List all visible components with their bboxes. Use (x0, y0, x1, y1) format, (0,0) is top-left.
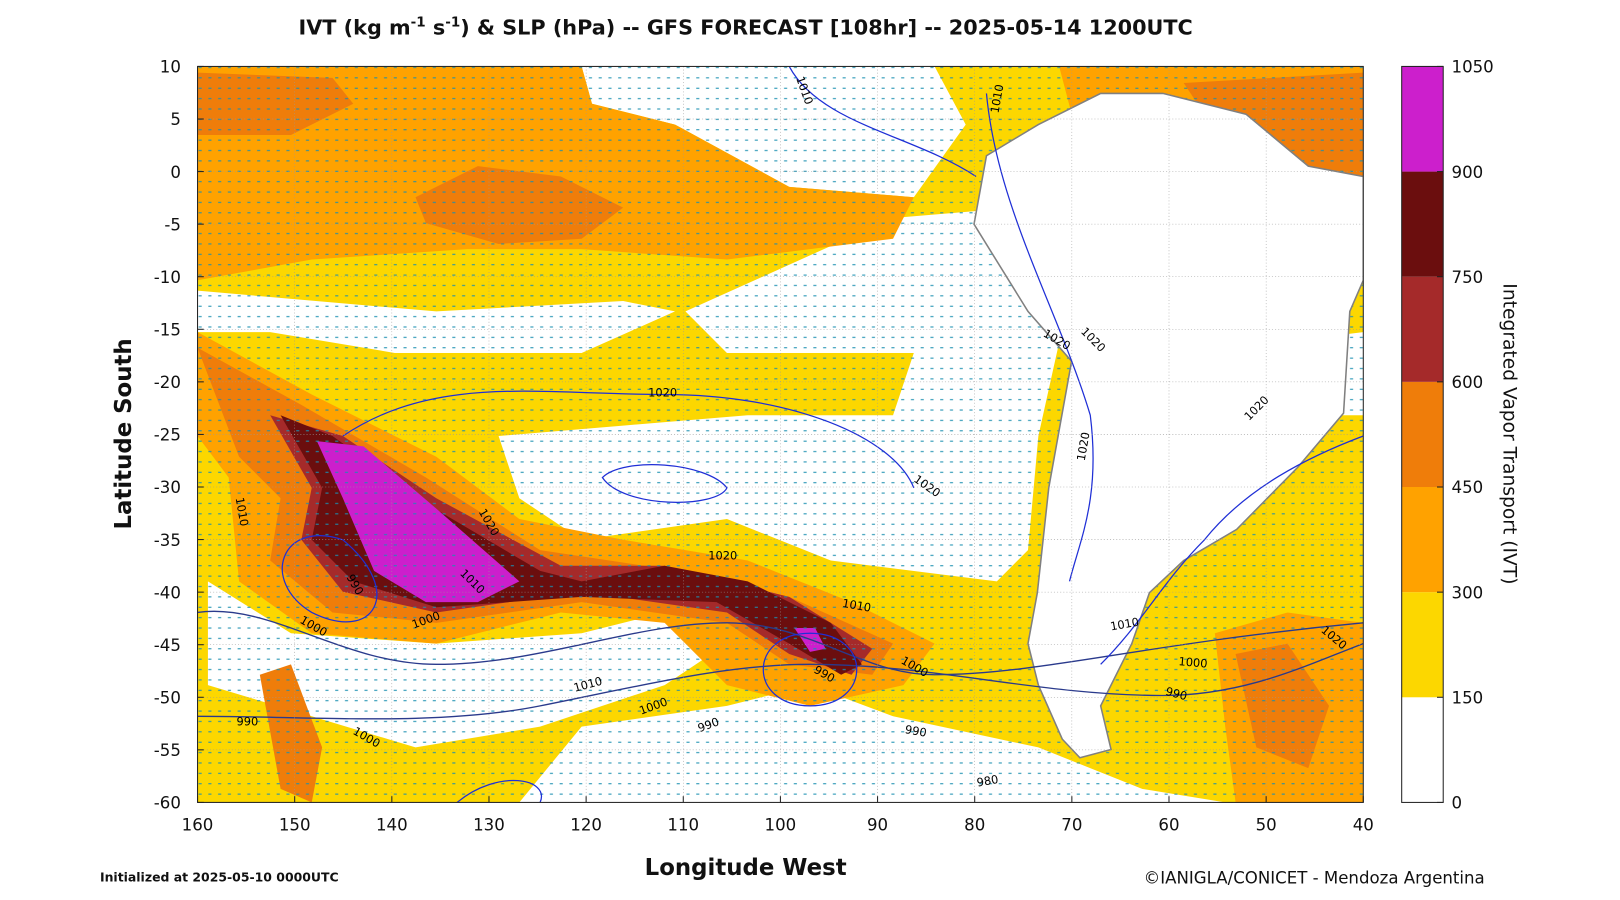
contour-label: 990 (1164, 684, 1189, 703)
x-tick-label: 50 (1256, 815, 1277, 834)
colorbar-frame (1401, 65, 1444, 803)
contour-label: 1020 (648, 386, 677, 400)
init-note: Initialized at 2025-05-10 0000UTC (100, 869, 339, 884)
contour-label: 980 (976, 772, 1000, 790)
colorbar-tick-label: 600 (1452, 373, 1484, 392)
x-tick-label: 140 (376, 815, 408, 834)
colorbar-tick-label: 900 (1452, 163, 1484, 182)
isobar (456, 779, 543, 803)
colorbar-band (1401, 592, 1444, 698)
y-tick-label: -20 (154, 373, 181, 392)
colorbar-tick-label: 1050 (1452, 58, 1494, 77)
x-tick-label: 120 (570, 815, 602, 834)
colorbar-band (1401, 276, 1444, 382)
x-tick-label: 160 (182, 815, 214, 834)
y-tick-label: -25 (154, 426, 181, 445)
x-tick-label: 90 (867, 815, 888, 834)
x-tick-label: 110 (667, 815, 699, 834)
colorbar-tick-label: 450 (1452, 478, 1484, 497)
contour-label: 1000 (1178, 654, 1208, 670)
colorbar-band (1401, 697, 1444, 803)
contour-label: 990 (236, 715, 258, 729)
y-tick-label: -45 (154, 636, 181, 655)
contour-label: 1020 (708, 549, 737, 563)
isobar (1100, 435, 1364, 665)
credit: ©IANIGLA/CONICET - Mendoza Argentina (1144, 868, 1485, 887)
contour-label: 1020 (1074, 431, 1093, 462)
isobar (281, 535, 378, 623)
isobar (985, 93, 1094, 582)
y-axis-label: Latitude South (111, 338, 137, 529)
y-tick-label: -40 (154, 583, 181, 602)
contour-label: 990 (904, 722, 928, 740)
contour-label: 990 (696, 714, 721, 735)
colorbar-tick-label: 300 (1452, 583, 1484, 602)
y-tick-label: -60 (154, 794, 181, 813)
y-tick-label: 5 (170, 110, 181, 129)
x-tick-label: 70 (1061, 815, 1082, 834)
x-tick-label: 130 (473, 815, 505, 834)
contour-label: 1010 (988, 83, 1007, 114)
isobar (788, 66, 977, 177)
colorbar-band (1401, 486, 1444, 593)
contour-label: 1010 (1109, 615, 1140, 634)
x-tick-label: 40 (1353, 815, 1374, 834)
y-tick-label: -55 (154, 741, 181, 760)
isobar (762, 632, 858, 707)
y-tick-label: -35 (154, 531, 181, 550)
x-tick-label: 150 (279, 815, 311, 834)
isobar (197, 610, 1364, 676)
y-tick-label: -15 (154, 321, 181, 340)
colorbar-band (1401, 171, 1444, 277)
y-tick-label: 10 (160, 58, 181, 77)
x-axis-label: Longitude West (645, 855, 847, 881)
y-tick-label: 0 (170, 163, 181, 182)
map-field (197, 66, 1364, 803)
colorbar-tick-label: 0 (1452, 794, 1463, 813)
y-tick-label: -5 (164, 215, 181, 234)
colorbar-label: Integrated Vapor Transport (IVT) (1498, 283, 1519, 584)
x-tick-label: 100 (765, 815, 797, 834)
title: IVT (kg m-1 s-1) & SLP (hPa) -- GFS FORE… (299, 14, 1193, 39)
y-tick-label: -10 (154, 268, 181, 287)
x-tick-label: 80 (964, 815, 985, 834)
colorbar (1401, 66, 1444, 803)
y-tick-label: -50 (154, 689, 181, 708)
contour-label: 1010 (233, 496, 252, 527)
x-tick-label: 60 (1158, 815, 1179, 834)
isobar (342, 390, 915, 489)
colorbar-tick-label: 750 (1452, 268, 1484, 287)
colorbar-tick-label: 150 (1452, 689, 1484, 708)
isobar (197, 642, 1364, 720)
y-tick-label: -30 (154, 478, 181, 497)
colorbar-band (1401, 66, 1444, 172)
contour-label: 1010 (841, 596, 872, 615)
isobar (601, 464, 728, 503)
colorbar-band (1401, 381, 1444, 487)
